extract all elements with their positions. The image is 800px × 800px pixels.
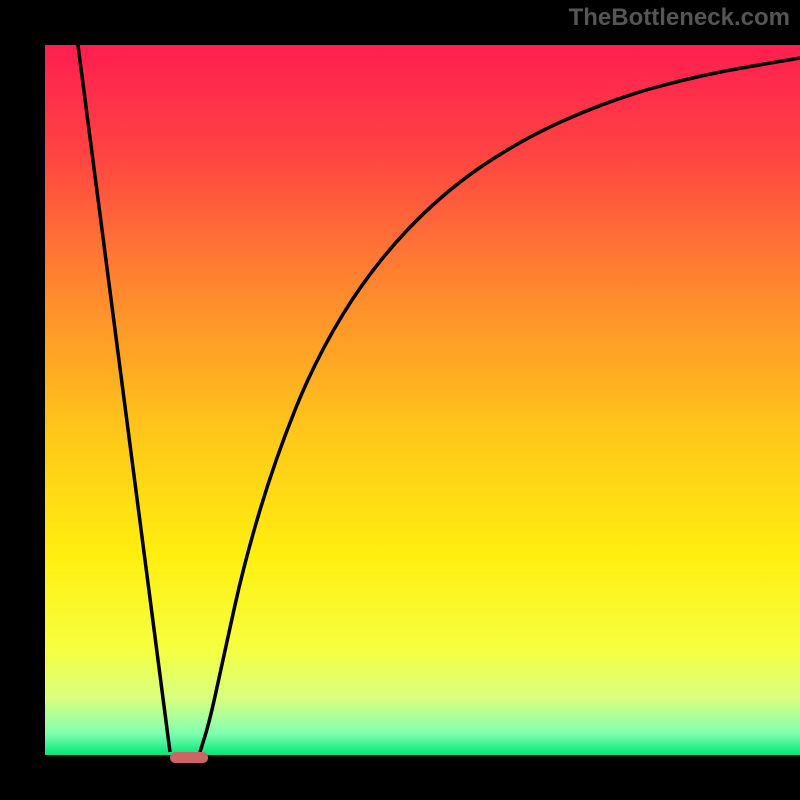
chart-container: TheBottleneck.com [0, 0, 800, 800]
optimal-marker [170, 752, 208, 763]
watermark-text: TheBottleneck.com [569, 4, 790, 32]
bottleneck-chart [0, 0, 800, 800]
